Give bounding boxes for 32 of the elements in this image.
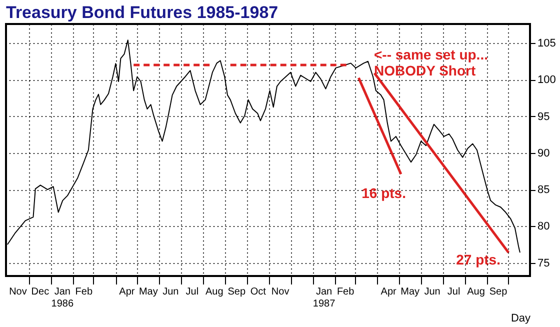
chart-title: Treasury Bond Futures 1985-1987 (6, 3, 278, 22)
x-tick-label: Nov (9, 286, 27, 298)
x-tick-label: Dec (31, 286, 50, 298)
x-tick-label: Aug (467, 286, 485, 298)
y-tick-label: 90 (538, 147, 550, 160)
x-tick-label: Feb (75, 286, 93, 298)
x-tick-label: Feb (336, 286, 355, 298)
x-tick-label: Jul (447, 286, 460, 298)
annotation: 16 pts. (362, 185, 406, 202)
y-tick-label: 95 (538, 110, 550, 123)
y-tick-label: 75 (538, 257, 550, 270)
x-tick-label: Jan 1987 (312, 286, 336, 310)
x-tick-label: May (138, 286, 158, 298)
x-tick-label: Sep (228, 286, 246, 298)
x-tick-label: Jul (186, 286, 199, 298)
x-axis-title: Day (510, 312, 531, 324)
x-tick-label: Jun (424, 286, 440, 298)
y-tick-label: 80 (538, 220, 550, 233)
x-tick-label: Aug (205, 286, 224, 298)
x-tick-label: Apr (119, 286, 136, 298)
y-tick-label: 100 (538, 74, 556, 86)
y-tick-label: 85 (538, 184, 550, 196)
y-tick-label: 105 (538, 38, 556, 50)
x-tick-label: Jun (162, 286, 179, 298)
annotation: 27 pts. (456, 252, 500, 268)
x-tick-label: Sep (489, 286, 508, 298)
x-tick-label: Nov (271, 286, 290, 298)
x-tick-label: Oct (250, 286, 266, 298)
annotation: <-- same set up... NOBODY Short (374, 46, 488, 78)
x-tick-label: Jan 1986 (51, 286, 74, 310)
x-tick-label: Apr (380, 286, 398, 298)
x-tick-label: May (400, 286, 420, 298)
